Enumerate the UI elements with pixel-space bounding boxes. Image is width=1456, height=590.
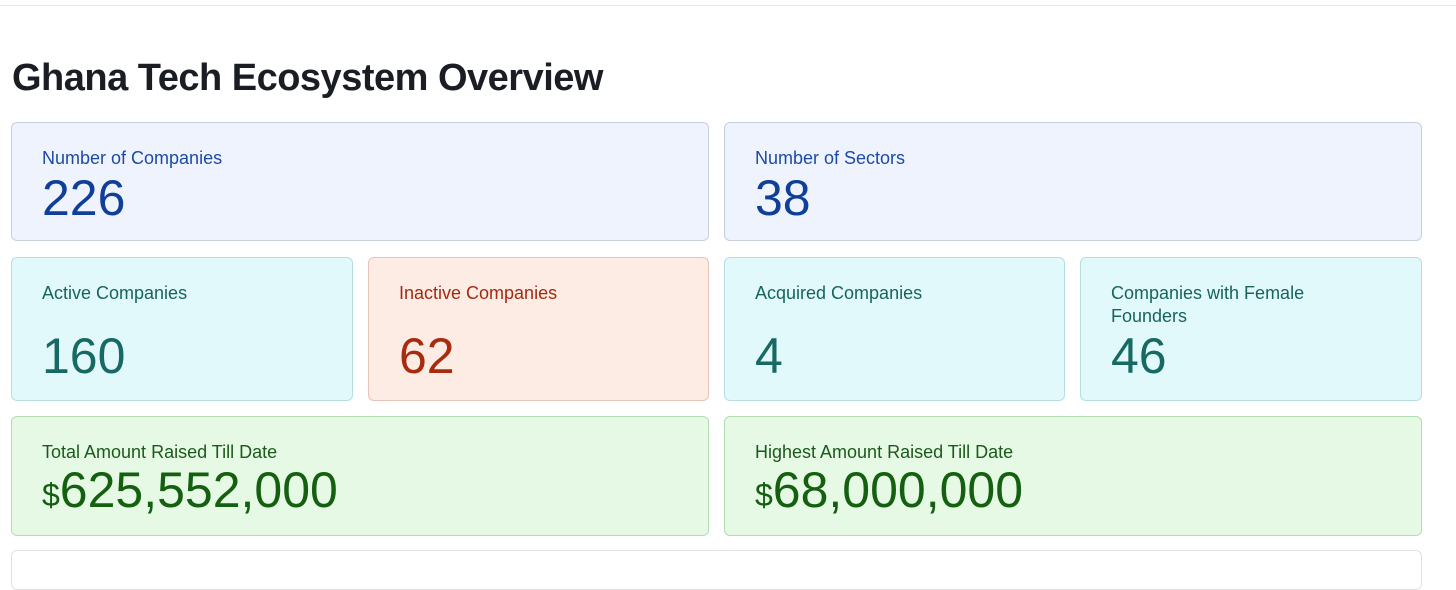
stat-card-number-of-companies: Number of Companies 226 [11,122,709,241]
stat-value: $625,552,000 [42,462,678,523]
next-section-panel [11,550,1422,590]
stat-card-number-of-sectors: Number of Sectors 38 [724,122,1422,241]
stat-value: 4 [755,328,783,384]
stat-value: 62 [399,328,455,384]
stat-label: Number of Sectors [755,148,906,168]
stat-label: Number of Companies [42,148,223,168]
stat-label: Companies with Female Founders [1111,283,1305,326]
stat-value: 38 [755,170,811,226]
currency-symbol: $ [755,477,773,513]
stat-label: Active Companies [42,283,188,303]
stat-label: Acquired Companies [755,283,923,303]
currency-symbol: $ [42,477,60,513]
amount: 68,000,000 [772,462,1024,518]
stat-label: Total Amount Raised Till Date [42,442,278,462]
stat-card-inactive-companies: Inactive Companies 62 [368,257,709,401]
stat-value: 160 [42,328,126,384]
stat-value: 46 [1111,328,1167,384]
stat-card-acquired-companies: Acquired Companies 4 [724,257,1065,401]
amount: 625,552,000 [59,462,338,518]
stat-card-female-founders: Companies with Female Founders 46 [1080,257,1422,401]
stat-label: Inactive Companies [399,283,558,303]
stat-card-total-amount-raised: Total Amount Raised Till Date $625,552,0… [11,416,709,536]
stat-value: $68,000,000 [755,462,1391,523]
page-title: Ghana Tech Ecosystem Overview [12,57,603,99]
stat-card-active-companies: Active Companies 160 [11,257,353,401]
stat-label: Highest Amount Raised Till Date [755,442,1014,462]
stat-value: 226 [42,170,126,226]
top-divider [0,5,1456,6]
stat-card-highest-amount-raised: Highest Amount Raised Till Date $68,000,… [724,416,1422,536]
